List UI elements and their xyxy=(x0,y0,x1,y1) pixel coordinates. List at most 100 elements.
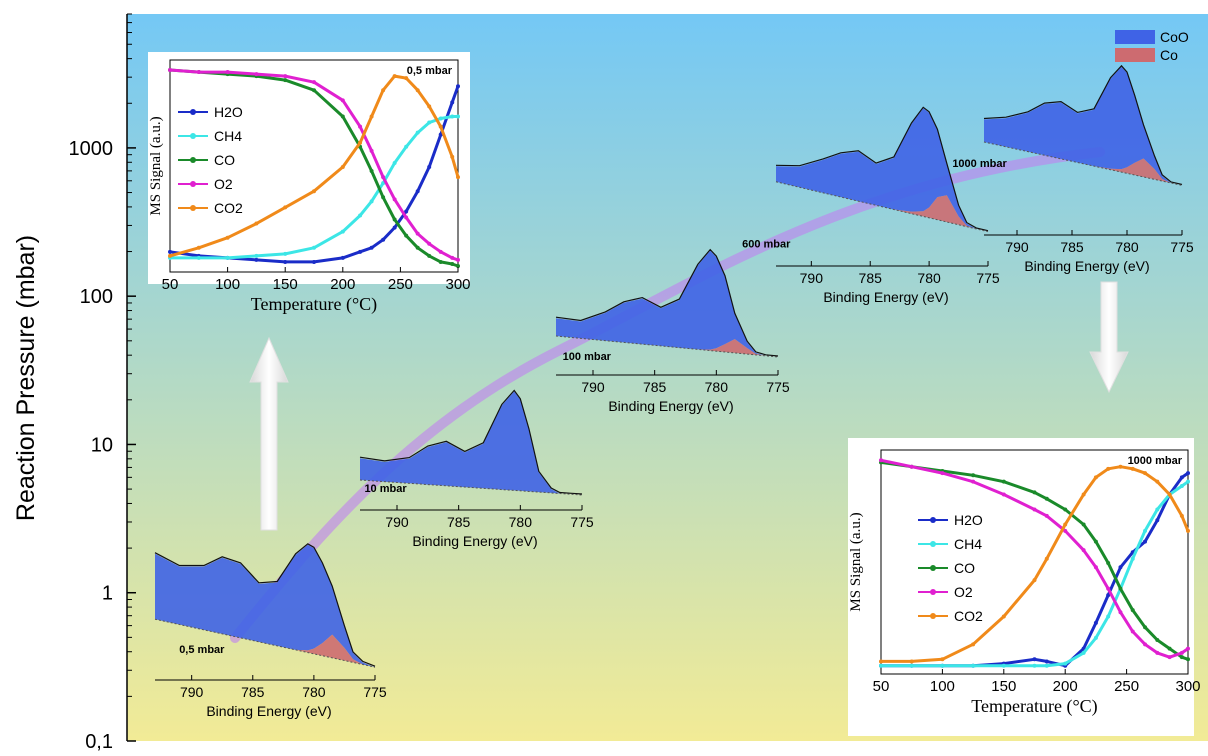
ms-point-o2 xyxy=(1093,565,1098,570)
ms-x-axis-label: Temperature (°C) xyxy=(251,294,377,315)
ms-legend-marker-ch4 xyxy=(190,133,196,139)
ms-point-o2 xyxy=(225,70,230,75)
xps-envelope-line xyxy=(154,543,376,667)
ms-series-co2 xyxy=(881,465,1190,663)
ms-inset-1000-mbar: 50 100 150 200 250 300 Temperature (°C) MS Sign… xyxy=(848,438,1201,736)
ms-point-co2 xyxy=(1143,471,1148,476)
xps-inset-1000-mbar: 790 785 780 775 Binding Energy (eV) 1000 mbar xyxy=(952,64,1194,274)
ms-point-co xyxy=(312,88,316,93)
ms-point-co xyxy=(283,78,288,83)
xps-x-tick-label: 780 xyxy=(302,684,326,700)
xps-background-line xyxy=(359,479,583,496)
ms-point-co xyxy=(1001,479,1006,484)
xps-x-tick-label: 775 xyxy=(363,684,387,700)
xps-background-line xyxy=(775,181,989,233)
main-y-axis: 0,1 1 10 100 1000 xyxy=(69,13,136,753)
ms-point-ch4 xyxy=(392,160,397,165)
xps-x-axis-label: Binding Energy (eV) xyxy=(608,398,733,414)
ms-point-ch4 xyxy=(450,114,455,119)
legend: CoO Co xyxy=(1115,29,1189,63)
ms-point-o2 xyxy=(358,124,363,129)
xps-envelope-line xyxy=(359,389,583,495)
y-tick-label: 1000 xyxy=(69,138,114,160)
xps-x-tick-label: 775 xyxy=(1170,239,1194,255)
xps-x-tick-label: 780 xyxy=(1115,239,1139,255)
ms-point-co xyxy=(1143,625,1148,630)
ms-inset-background xyxy=(848,438,1194,736)
ms-plot-frame xyxy=(880,449,1189,675)
coo-area xyxy=(984,66,1182,186)
ms-x-tick-label: 200 xyxy=(330,276,355,293)
xps-pressure-label: 100 mbar xyxy=(563,351,612,363)
ms-point-co2 xyxy=(283,205,288,210)
y-tick-label: 10 xyxy=(91,434,113,456)
ms-point-ch4 xyxy=(1155,507,1160,512)
ms-point-ch4 xyxy=(404,144,409,149)
ms-point-o2 xyxy=(456,257,460,262)
ms-point-co xyxy=(1118,586,1123,591)
xps-pressure-label: 1000 mbar xyxy=(952,158,1007,170)
ms-point-h2o xyxy=(438,132,443,137)
ms-point-co xyxy=(1106,561,1111,565)
ms-point-co2 xyxy=(1186,528,1190,533)
xps-inset-0-5-mbar: 790 785 780 775 Binding Energy (eV) 0,5 mbar xyxy=(154,543,387,719)
ms-point-co xyxy=(450,261,455,266)
xps-x-axis-label: Binding Energy (eV) xyxy=(823,289,948,305)
ms-series-ch4 xyxy=(881,480,1189,668)
ms-point-ch4 xyxy=(1130,556,1135,561)
ms-point-ch4 xyxy=(1032,663,1037,668)
ms-point-h2o xyxy=(283,259,288,264)
ms-point-co xyxy=(1186,657,1190,662)
ms-point-h2o xyxy=(312,259,316,264)
ms-point-co xyxy=(456,263,460,268)
xps-x-tick-label: 775 xyxy=(766,379,790,395)
ms-point-o2 xyxy=(1143,642,1148,647)
ms-point-co2 xyxy=(1118,464,1123,469)
xps-x-tick-label: 785 xyxy=(241,684,265,700)
ms-point-ch4 xyxy=(940,663,945,668)
ms-point-o2 xyxy=(1167,655,1172,660)
ms-x-tick-label: 250 xyxy=(388,276,413,293)
down-arrow-icon xyxy=(1089,281,1129,394)
xps-envelope-line xyxy=(555,248,779,357)
xps-envelope-line xyxy=(983,64,1183,185)
ms-point-co2 xyxy=(427,104,432,109)
xps-x-tick-label: 775 xyxy=(976,270,1000,286)
ms-point-h2o xyxy=(450,100,455,105)
insets: 790 785 780 775 Binding Energy (eV) 0,5 mbar 7… xyxy=(148,52,1201,736)
ms-point-co xyxy=(381,195,386,200)
co-area xyxy=(776,181,988,232)
ms-pressure-label: 0,5 mbar xyxy=(407,65,453,77)
ms-y-axis-label: MS Signal (a.u.) xyxy=(848,512,864,611)
ms-point-h2o xyxy=(456,84,460,89)
ms-point-co xyxy=(415,245,420,250)
ms-point-co2 xyxy=(254,221,259,226)
ms-point-h2o xyxy=(369,245,374,250)
ms-point-o2 xyxy=(438,249,443,254)
up-arrow-icon xyxy=(249,336,289,531)
ms-point-co2 xyxy=(392,74,397,79)
xps-pressure-label: 10 mbar xyxy=(364,483,407,495)
ms-legend-label-o2: O2 xyxy=(954,584,973,600)
ms-plot-frame xyxy=(169,59,459,273)
xps-envelope-line xyxy=(775,106,989,232)
xps-x-tick-label: 790 xyxy=(800,270,824,286)
ms-point-co xyxy=(438,259,443,264)
xps-x-axis-label: Binding Energy (eV) xyxy=(206,703,331,719)
ms-point-co2 xyxy=(456,175,460,180)
ms-point-co2 xyxy=(909,659,914,664)
ms-point-ch4 xyxy=(879,663,883,668)
xps-x-tick-label: 780 xyxy=(917,270,941,286)
ms-point-o2 xyxy=(254,72,259,77)
ms-point-co2 xyxy=(312,189,316,194)
xps-background-line xyxy=(983,141,1183,186)
ms-point-ch4 xyxy=(254,253,259,258)
ms-point-co2 xyxy=(196,245,201,250)
ms-point-co xyxy=(1093,539,1098,544)
ms-point-o2 xyxy=(427,241,432,246)
xps-x-tick-label: 785 xyxy=(447,514,471,530)
main-y-axis-label: Reaction Pressure (mbar) xyxy=(12,235,40,521)
ms-point-ch4 xyxy=(369,199,374,204)
ms-point-co2 xyxy=(438,124,443,129)
